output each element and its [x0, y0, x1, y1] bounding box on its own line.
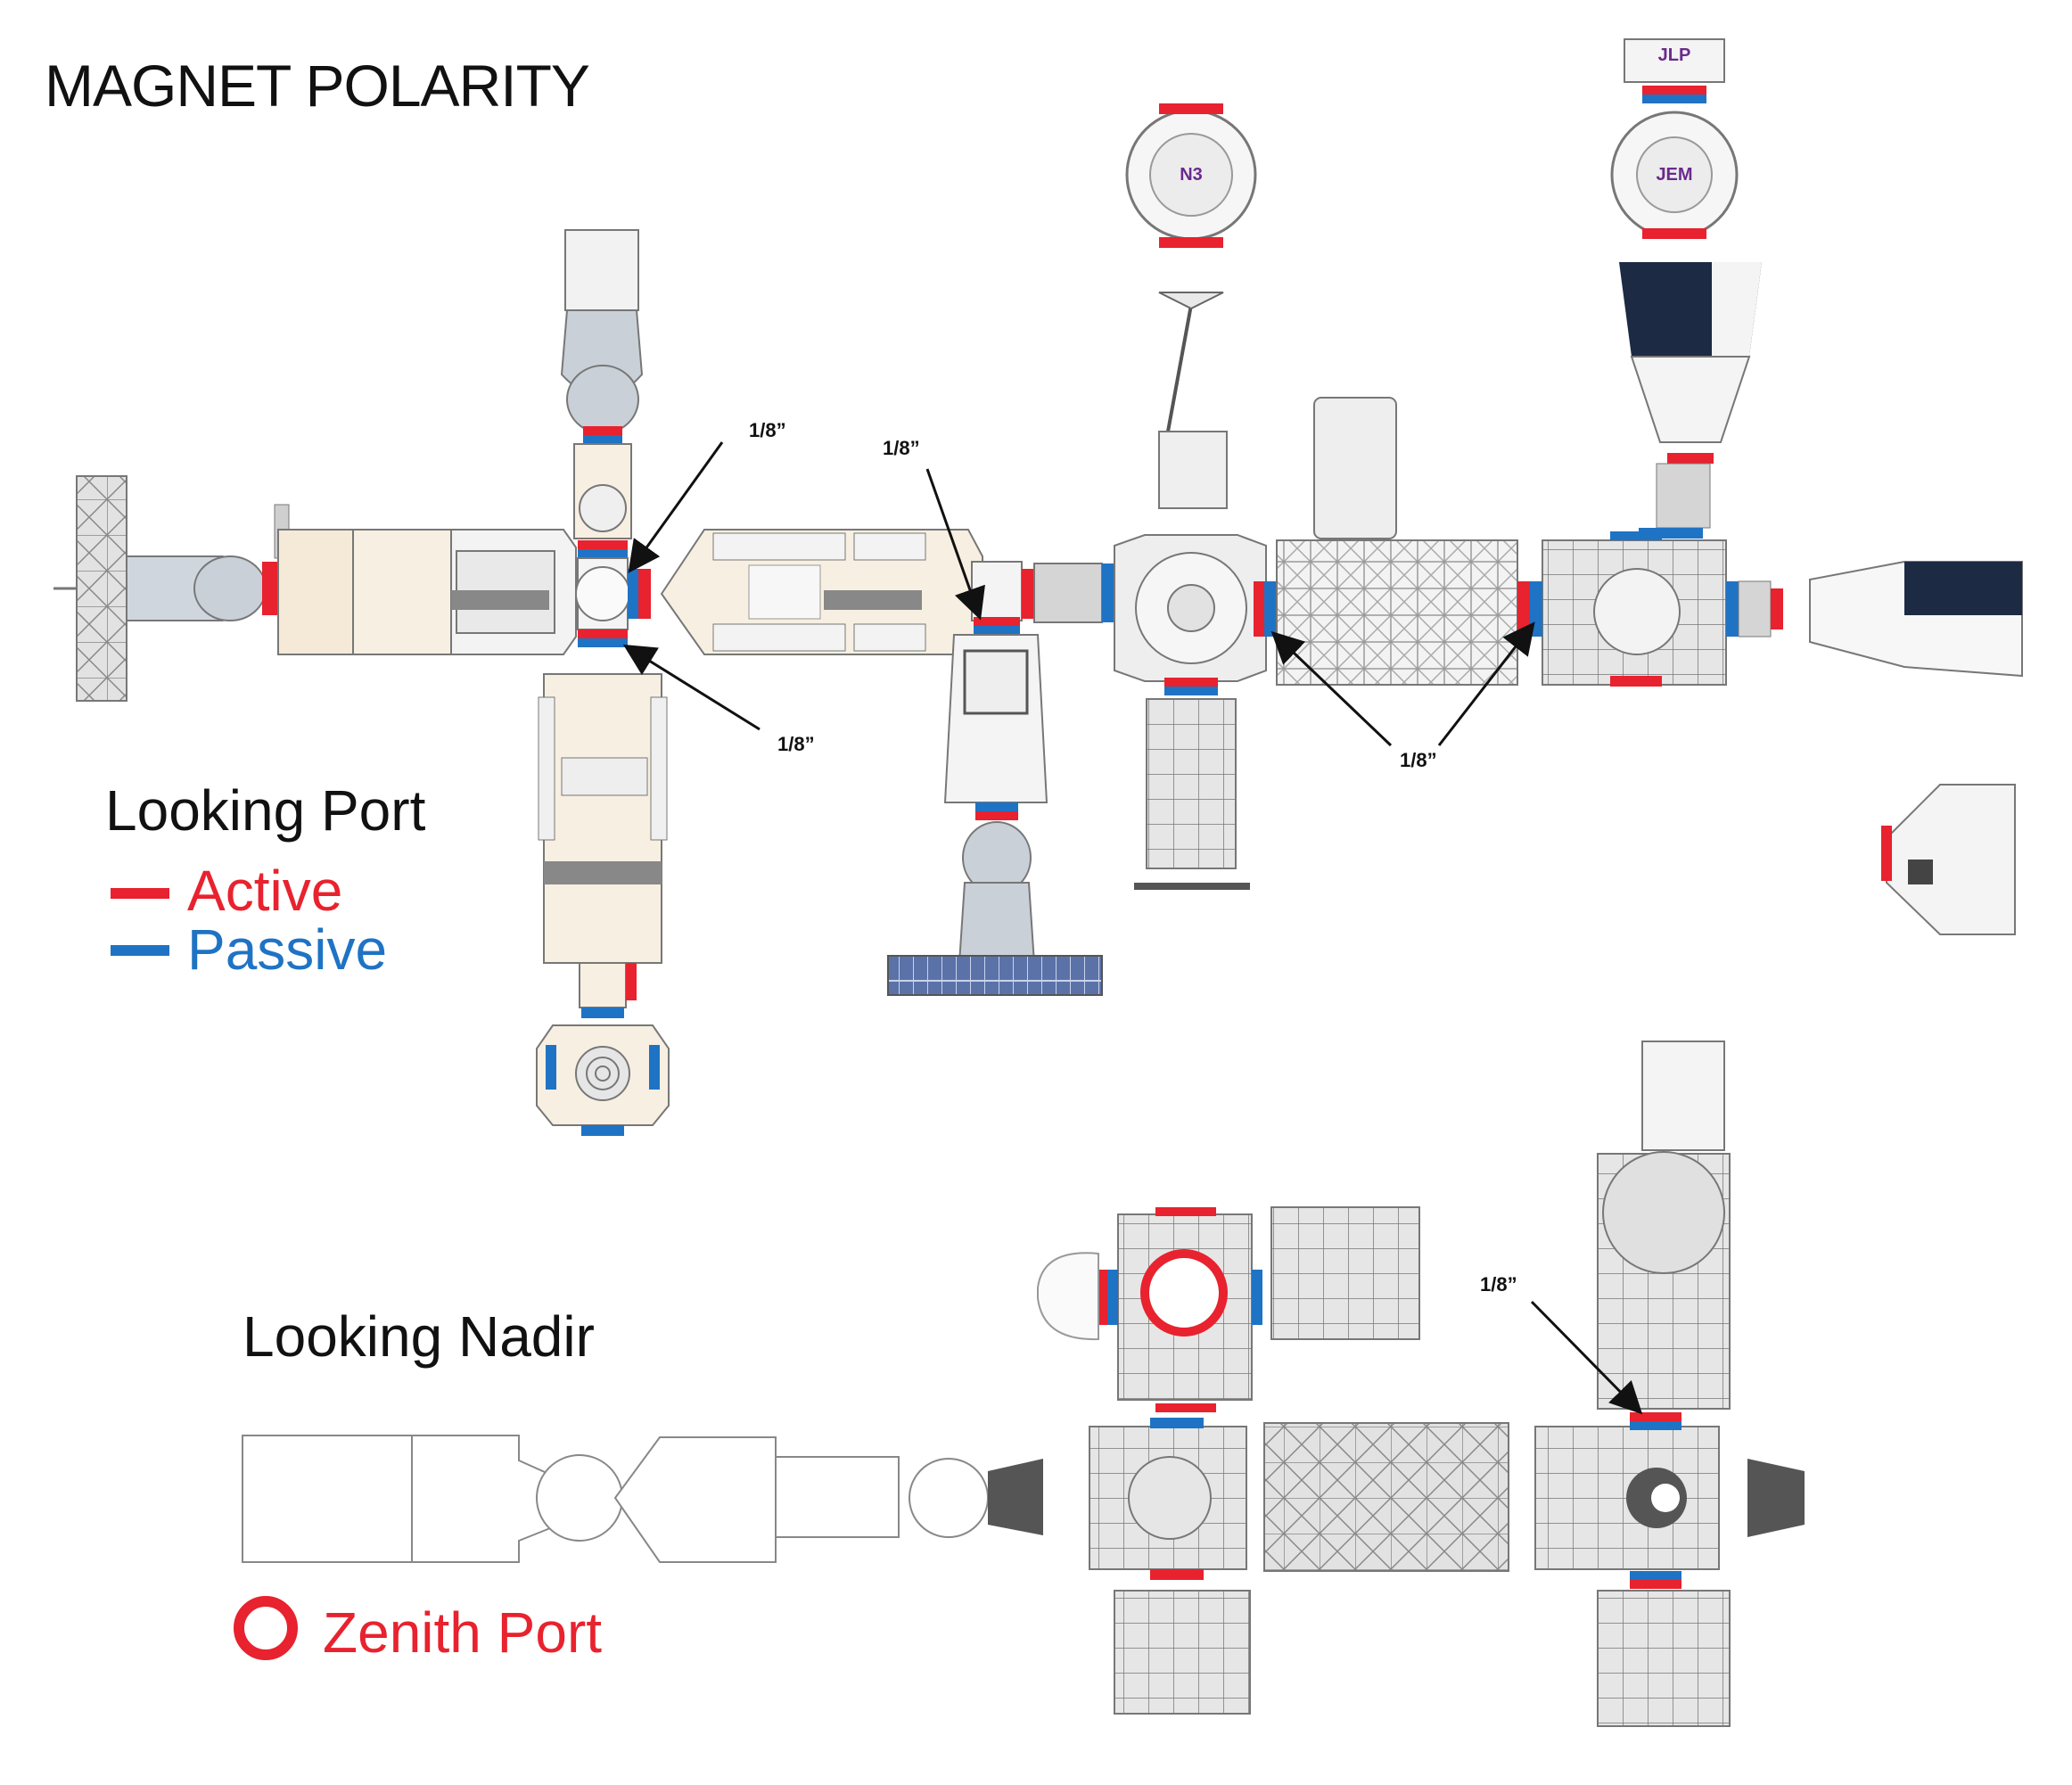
soyuz-top	[560, 229, 644, 539]
legend-passive-label: Passive	[187, 917, 388, 982]
legend-active-label: Active	[187, 859, 343, 923]
port-active	[578, 540, 628, 549]
antenna-mast	[1158, 292, 1228, 509]
nadir-dimension-arrow	[1530, 1300, 1643, 1415]
starliner	[1881, 784, 2016, 935]
node-1	[1114, 534, 1277, 695]
node-1-left	[1033, 563, 1114, 623]
diagram-title: MAGNET POLARITY	[45, 53, 590, 119]
soyuz-lower-center	[887, 561, 1103, 996]
dimension-label-2: 1/8”	[777, 733, 815, 755]
harmony-lab	[1276, 539, 1530, 686]
node-hub	[575, 557, 630, 630]
port-passive	[578, 638, 628, 647]
storage-module	[1313, 397, 1397, 539]
dimension-arrow-3	[925, 468, 985, 621]
legend-zenith-symbol	[234, 1596, 298, 1660]
nadir-outline-modules	[242, 1435, 989, 1563]
soyuz-left	[53, 475, 267, 702]
node-2	[1530, 531, 1783, 687]
dimension-arrow-5	[1437, 621, 1535, 746]
node-3-view: N3	[1125, 103, 1257, 248]
nadir-upper-node	[1037, 1206, 1420, 1412]
port-passive	[578, 549, 628, 558]
port-active	[638, 569, 651, 619]
port-view-heading: Looking Port	[105, 778, 426, 843]
port-active	[1022, 569, 1034, 619]
nadir-jem	[1597, 1041, 1731, 1727]
legend-active-swatch	[111, 888, 169, 899]
jem-label: JEM	[1656, 165, 1692, 185]
dragon-right	[1809, 561, 2023, 678]
nadir-view-heading: Looking Nadir	[243, 1304, 595, 1369]
dragon-top	[1619, 262, 1762, 539]
dimension-arrow-2	[622, 644, 761, 731]
nadir-lower-node	[1114, 1590, 1251, 1715]
jlp-label: JLP	[1658, 45, 1691, 65]
cygnus	[1134, 698, 1250, 890]
dimension-label-1: 1/8”	[749, 419, 786, 441]
nadir-node-1	[1089, 1418, 1247, 1580]
cargo-module	[660, 529, 983, 655]
dimension-label-3: 1/8”	[883, 437, 920, 459]
dimension-arrow-4	[1270, 630, 1393, 747]
legend-zenith-label: Zenith Port	[323, 1600, 603, 1665]
port-active	[262, 562, 280, 615]
port-passive	[628, 569, 638, 619]
dimension-label-4: 1/8”	[1400, 749, 1437, 771]
nadir-dark-adapters	[988, 1459, 1805, 1537]
nadir-truss	[1263, 1422, 1509, 1572]
nadir-dimension-label: 1/8”	[1480, 1273, 1517, 1296]
port-active	[578, 629, 628, 638]
nadir-node-2	[1534, 1412, 1720, 1589]
legend-passive-swatch	[111, 945, 169, 956]
jem-view: JLP JEM	[1610, 38, 1739, 239]
node3-label: N3	[1180, 165, 1203, 185]
dimension-arrow-1	[628, 441, 724, 573]
lower-module	[536, 673, 670, 1136]
zvezda-module	[274, 504, 577, 655]
